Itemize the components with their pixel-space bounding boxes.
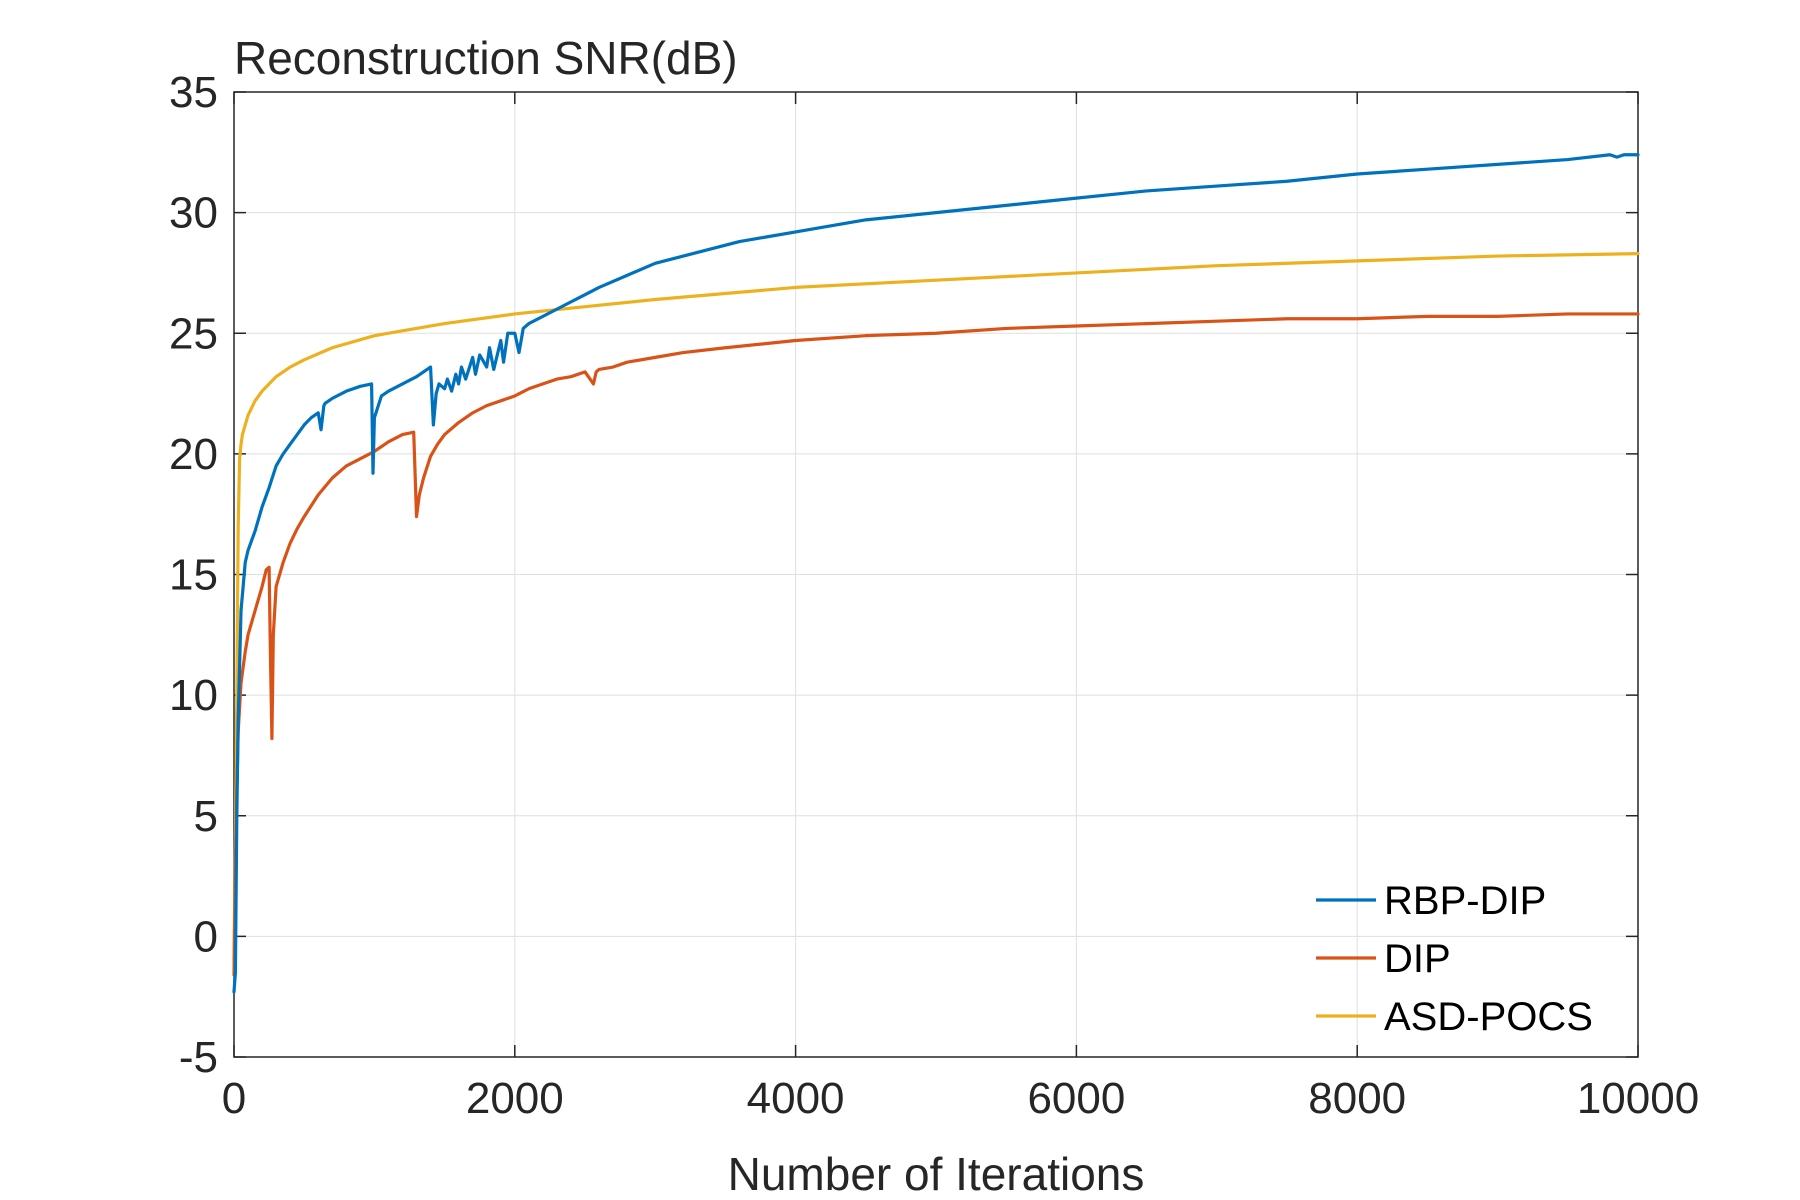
y-tick-label: 20 <box>169 430 218 479</box>
y-tick-label: 30 <box>169 189 218 238</box>
y-tick-label: 35 <box>169 68 218 117</box>
series-line-dip <box>232 312 1640 977</box>
x-tick-label: 4000 <box>747 1074 845 1123</box>
y-tick-label: 0 <box>194 912 218 961</box>
y-tick-label: -5 <box>179 1033 218 1082</box>
series-line-asd-pocs <box>232 252 1640 963</box>
legend-label-asd-pocs: ASD-POCS <box>1384 995 1593 1039</box>
y-tick-label: 5 <box>194 792 218 841</box>
x-tick-label: 6000 <box>1027 1074 1125 1123</box>
legend: RBP-DIP DIP ASD-POCS <box>1316 879 1593 1039</box>
y-tick-label: 25 <box>169 309 218 358</box>
y-tick-label: 10 <box>169 671 218 720</box>
x-tick-label: 10000 <box>1577 1074 1699 1123</box>
series-lines <box>232 153 1640 994</box>
legend-label-dip: DIP <box>1384 937 1451 981</box>
x-axis-title: Number of Iterations <box>728 1148 1145 1200</box>
legend-label-rbp-dip: RBP-DIP <box>1384 879 1546 923</box>
y-tick-label: 15 <box>169 551 218 600</box>
x-tick-label: 8000 <box>1308 1074 1406 1123</box>
x-tick-label: 2000 <box>466 1074 564 1123</box>
x-tick-label: 0 <box>222 1074 246 1123</box>
series-line-rbp-dip <box>232 153 1640 994</box>
chart-title: Reconstruction SNR(dB) <box>234 32 738 84</box>
